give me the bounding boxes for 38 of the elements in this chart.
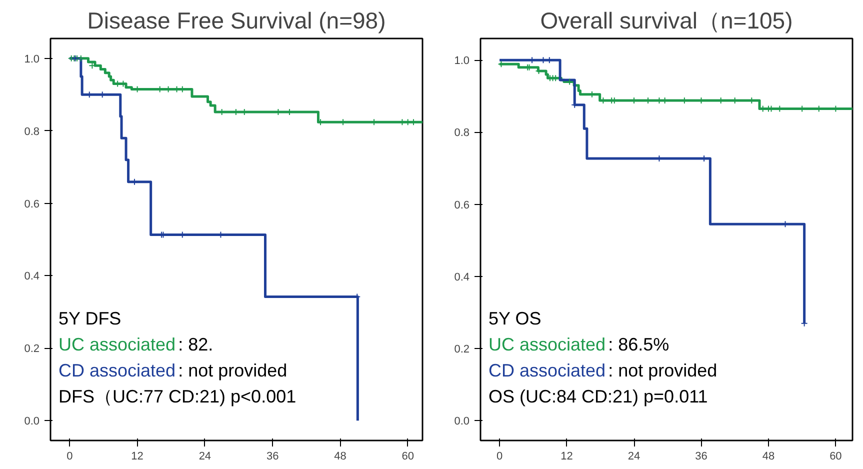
y-tick-label: 0.0 [454, 416, 470, 428]
text: CD associated [58, 360, 176, 380]
chart-title: Disease Free Survival (n=98) [87, 8, 386, 34]
annotation: DFS（UC:77 CD:21) p<0.001 [58, 386, 296, 406]
text: CD associated [488, 360, 606, 380]
x-tick-label: 60 [402, 450, 414, 462]
y-tick-label: 0.4 [454, 271, 470, 284]
x-tick-label: 0 [496, 450, 503, 462]
x-tick-label: 24 [628, 450, 640, 462]
x-tick-label: 0 [66, 450, 73, 462]
text: UC associated [58, 334, 176, 354]
x-tick-label: 48 [334, 450, 346, 462]
y-tick-label: 0.6 [454, 199, 470, 212]
chart-title: Overall survival（n=105) [540, 8, 793, 34]
y-tick-label: 0.4 [24, 270, 40, 283]
annotation: : 82. [178, 334, 214, 354]
y-tick-label: 1.0 [24, 53, 40, 66]
annotation: OS (UC:84 CD:21) p=0.011 [488, 386, 708, 406]
y-tick-label: 1.0 [454, 55, 470, 68]
y-tick-label: 0.6 [24, 198, 40, 210]
text: UC associated [488, 334, 606, 354]
y-tick-label: 0.2 [24, 343, 40, 356]
annotation: : not provided [608, 360, 718, 380]
x-tick-label: 12 [131, 450, 144, 462]
x-tick-label: 12 [560, 450, 573, 462]
annotation: : not provided [178, 360, 288, 380]
annotation: 5Y OS [488, 308, 542, 328]
annotation: 5Y DFS [58, 308, 122, 328]
x-tick-label: 36 [266, 450, 279, 462]
y-tick-label: 0.8 [454, 127, 470, 140]
x-tick-label: 36 [695, 450, 708, 462]
y-tick-label: 0.2 [454, 344, 470, 356]
x-tick-label: 48 [762, 450, 775, 462]
y-tick-label: 0.0 [24, 416, 40, 428]
annotation: : 86.5% [608, 334, 670, 354]
y-tick-label: 0.8 [24, 126, 40, 138]
x-tick-label: 24 [198, 450, 212, 462]
x-tick-label: 60 [830, 450, 842, 462]
